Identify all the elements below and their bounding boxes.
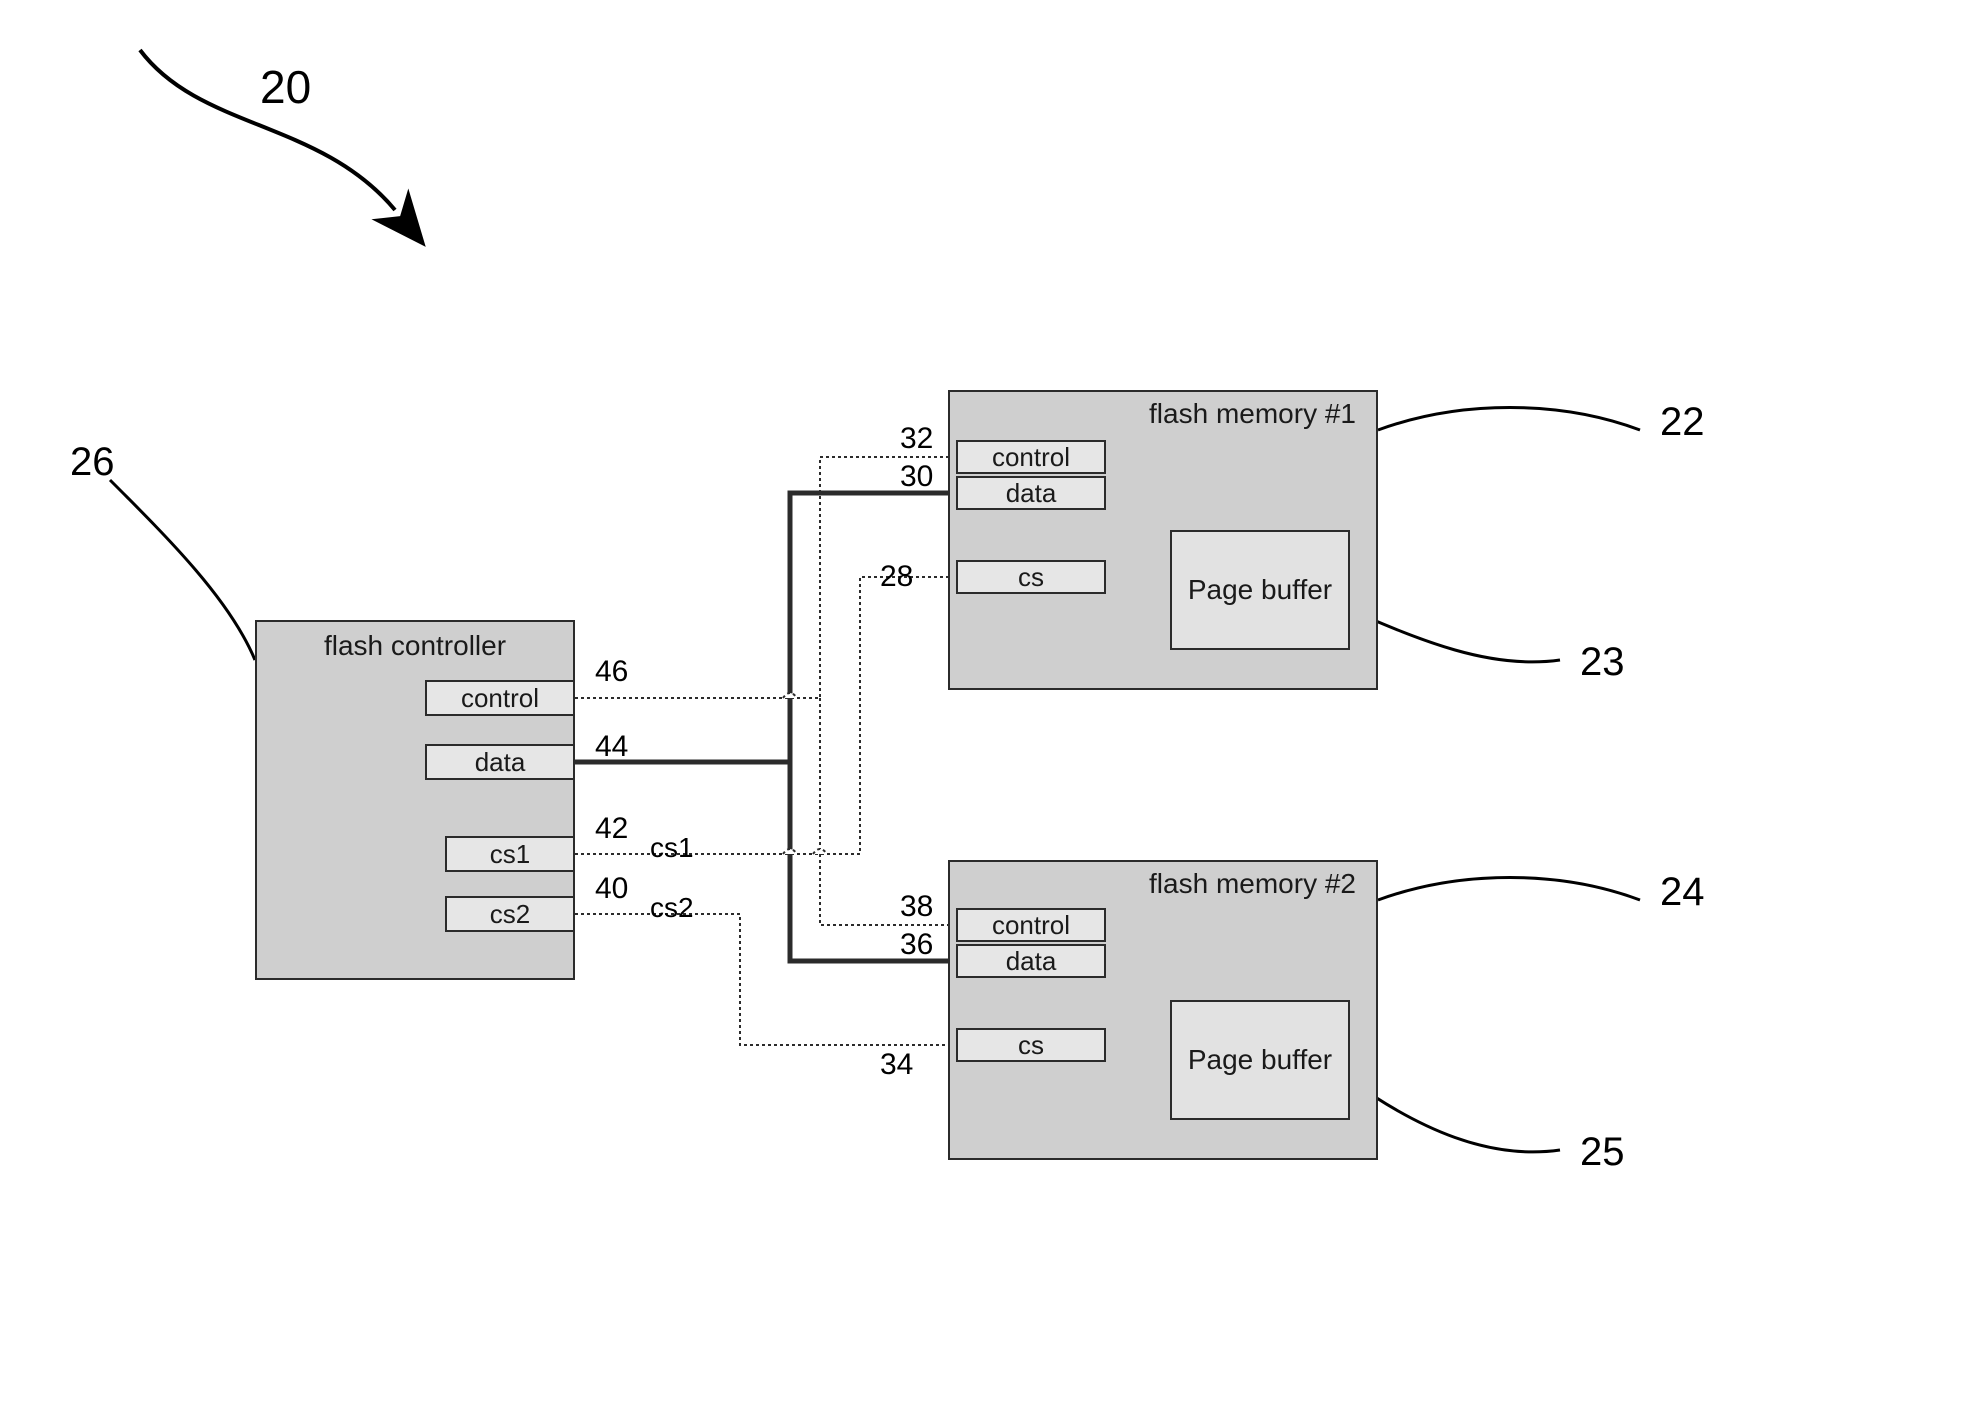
ref-38: 38	[900, 890, 933, 924]
ref-20: 20	[260, 60, 311, 114]
diagram-canvas: 20 flash controller control data cs1 cs2…	[0, 0, 1963, 1421]
ref-25: 25	[1580, 1130, 1625, 1175]
mem1-port-cs: cs	[956, 560, 1106, 594]
mem2-port-control: control	[956, 908, 1106, 942]
ref-32: 32	[900, 422, 933, 456]
ref-22: 22	[1660, 400, 1705, 445]
ref-36: 36	[900, 928, 933, 962]
controller-port-data: data	[425, 744, 575, 780]
controller-port-cs2: cs2	[445, 896, 575, 932]
wire-hop-cs1-over-data	[783, 849, 797, 854]
signal-text-cs2: cs2	[650, 892, 694, 924]
callout-23	[1350, 610, 1560, 662]
wire-cs2	[575, 914, 956, 1045]
mem2-port-data: data	[956, 944, 1106, 978]
ref-34: 34	[880, 1048, 913, 1082]
mem2-port-cs: cs	[956, 1028, 1106, 1062]
ref-42: 42	[595, 812, 628, 846]
ref-28: 28	[880, 560, 913, 594]
controller-port-control: control	[425, 680, 575, 716]
callout-26	[110, 480, 255, 660]
ref-23: 23	[1580, 640, 1625, 685]
ref-40: 40	[595, 872, 628, 906]
callout-25	[1350, 1080, 1560, 1152]
controller-port-cs1: cs1	[445, 836, 575, 872]
mem1-port-control: control	[956, 440, 1106, 474]
ref-44: 44	[595, 730, 628, 764]
flash-memory-1-title: flash memory #1	[1149, 398, 1356, 430]
wire-hop-cs1-over-ctrl	[813, 849, 827, 854]
flash-controller-title: flash controller	[324, 630, 506, 662]
mem1-port-data: data	[956, 476, 1106, 510]
mem1-page-buffer: Page buffer	[1170, 530, 1350, 650]
mem2-page-buffer: Page buffer	[1170, 1000, 1350, 1120]
ref-46: 46	[595, 655, 628, 689]
flash-memory-2-title: flash memory #2	[1149, 868, 1356, 900]
wire-cs1	[575, 577, 956, 854]
wire-control-to-mem2	[820, 698, 956, 925]
callout-22	[1378, 408, 1640, 431]
wire-data-to-mem1	[790, 493, 956, 762]
ref-24: 24	[1660, 870, 1705, 915]
callout-24	[1378, 878, 1640, 901]
wire-hop-control-over-data	[783, 693, 797, 698]
signal-text-cs1: cs1	[650, 832, 694, 864]
ref-26: 26	[70, 440, 115, 485]
ref-30: 30	[900, 460, 933, 494]
